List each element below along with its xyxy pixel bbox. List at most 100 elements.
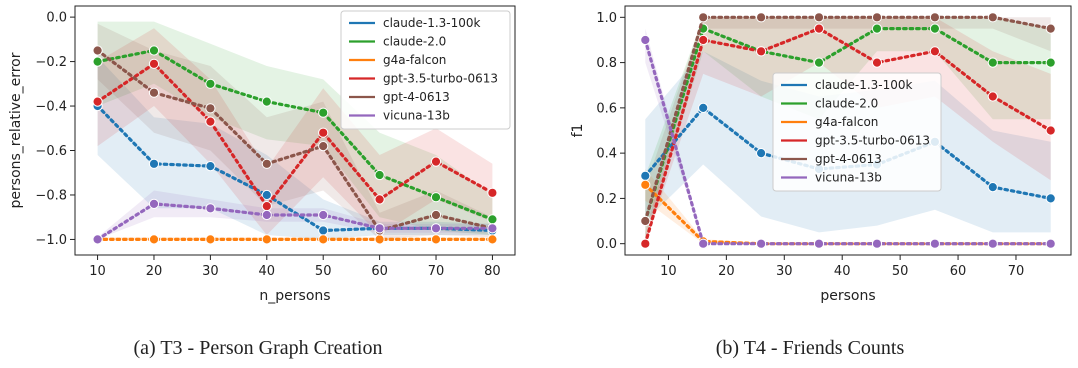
point-claude-2.0 [430,192,442,203]
y-axis-label: persons_relative_error [8,52,24,208]
point-gpt-3.5-turbo-0613 [871,57,883,68]
point-g4a-falcon [261,234,272,245]
point-g4a-falcon [318,234,329,245]
x-tick-label: 20 [718,264,735,279]
point-gpt-3.5-turbo-0613 [987,91,998,102]
y-tick-label: −0.2 [35,55,67,70]
point-gpt-3.5-turbo-0613 [487,187,498,198]
x-axis-label: n_persons [259,288,330,304]
x-tick-label: 20 [146,264,163,279]
axes-frame [624,5,1072,256]
point-gpt-4-0613 [430,209,442,221]
x-tick-label: 70 [1008,264,1025,279]
point-claude-2.0 [318,107,329,118]
x-tick-label: 80 [484,264,501,279]
point-claude-2.0 [871,23,883,34]
line-g4a-falcon [643,183,1053,246]
point-vicuna-13b [929,238,941,249]
point-vicuna-13b [1045,238,1056,249]
point-claude-1.3-100k [261,189,272,201]
point-gpt-4-0613 [929,12,941,23]
y-tick-label: −0.8 [35,188,67,203]
legend-label: claude-2.0 [815,97,878,111]
legend-label: gpt-3.5-turbo-0613 [815,134,930,148]
band-gpt-3.5-turbo-0613 [97,28,493,236]
point-gpt-4-0613 [148,87,160,98]
point-gpt-3.5-turbo-0613 [813,23,825,34]
x-tick-label: 30 [776,264,793,279]
point-vicuna-13b [205,203,216,214]
point-vicuna-13b [261,209,272,221]
x-tick-label: 40 [259,264,276,279]
band-claude-2.0 [645,17,1051,240]
point-g4a-falcon [374,234,385,245]
point-gpt-3.5-turbo-0613 [148,58,160,69]
point-claude-1.3-100k [756,148,767,159]
point-claude-1.3-100k [205,161,216,172]
chart-panel-0: 10 20 30 40 50 60 70 80 0.0 −0.2 −0.4 −0.6 −0.8 −1.0 n… [8,5,516,359]
legend-label: vicuna-13b [383,109,450,123]
point-vicuna-13b [698,238,709,249]
point-gpt-3.5-turbo-0613 [430,156,442,167]
legend-label: claude-2.0 [383,35,446,49]
point-gpt-4-0613 [1045,23,1056,34]
point-g4a-falcon [148,234,160,245]
legend-label: gpt-3.5-turbo-0613 [383,72,498,86]
band-gpt-4-0613 [97,23,493,240]
y-tick-label: −0.6 [35,144,67,159]
line-vicuna-13b [643,38,1053,246]
axes-frame [74,5,516,256]
point-gpt-4-0613 [261,158,272,169]
x-tick-label: 50 [892,264,909,279]
legend-label: gpt-4-0613 [383,90,450,104]
point-claude-1.3-100k [318,225,329,236]
point-vicuna-13b [756,238,767,249]
x-tick-label: 60 [950,264,967,279]
legend-label: claude-1.3-100k [383,16,481,30]
line-vicuna-13b [95,202,494,241]
point-gpt-4-0613 [987,12,998,23]
y-tick-label: 0.0 [596,237,617,252]
point-vicuna-13b [430,223,442,234]
point-gpt-4-0613 [92,45,103,56]
point-claude-2.0 [374,169,385,181]
legend-label: gpt-4-0613 [815,152,882,166]
point-claude-2.0 [987,57,998,68]
legend-label: g4a-falcon [383,53,446,67]
legend: claude-1.3-100k claude-2.0 g4a-falcon gpt-3… [340,10,511,130]
point-claude-2.0 [148,45,160,56]
point-claude-2.0 [1045,57,1056,68]
point-gpt-4-0613 [205,103,216,114]
line-gpt-3.5-turbo-0613 [643,26,1053,246]
point-claude-1.3-100k [987,182,998,193]
legend-box [772,72,942,192]
point-claude-2.0 [261,96,272,107]
point-claude-1.3-100k [1045,193,1056,204]
point-vicuna-13b [374,223,385,234]
point-vicuna-13b [987,238,998,249]
point-gpt-3.5-turbo-0613 [929,46,941,57]
legend-box [340,10,511,130]
y-tick-label: 0.6 [596,101,617,116]
band-gpt-3.5-turbo-0613 [645,17,1051,244]
point-vicuna-13b [318,209,329,221]
point-vicuna-13b [813,238,825,249]
point-g4a-falcon [205,234,216,245]
point-g4a-falcon [487,234,498,245]
band-claude-1.3-100k [97,57,493,240]
y-tick-label: 0.2 [596,192,617,207]
point-gpt-3.5-turbo-0613 [1045,125,1056,136]
x-tick-label: 30 [202,264,219,279]
point-gpt-3.5-turbo-0613 [318,127,329,138]
x-tick-label: 70 [428,264,445,279]
legend-label: g4a-falcon [815,115,878,129]
x-tick-label: 60 [371,264,388,279]
line-claude-2.0 [643,26,1053,223]
point-claude-2.0 [929,23,941,34]
point-claude-2.0 [487,214,498,225]
point-vicuna-13b [640,34,651,46]
figure-caption: (b) T4 - Friends Counts [716,337,905,359]
y-tick-label: 0.8 [596,56,617,71]
line-gpt-3.5-turbo-0613 [95,61,494,209]
